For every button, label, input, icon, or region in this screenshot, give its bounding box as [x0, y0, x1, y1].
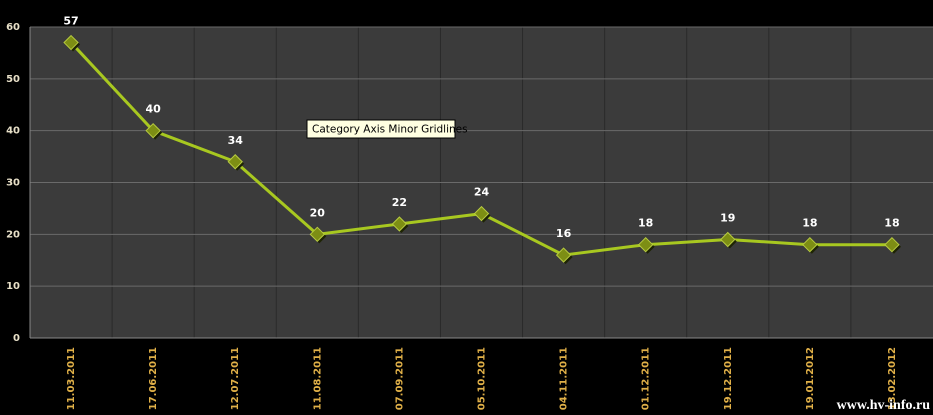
data-label: 22	[392, 196, 407, 209]
data-point	[884, 236, 900, 253]
data-point	[227, 154, 243, 170]
x-tick-label: 17.06.2011	[148, 347, 159, 410]
data-point	[555, 247, 572, 263]
y-tick-label: 30	[6, 178, 20, 189]
data-point	[391, 216, 408, 232]
x-tick-label: 19.12.2011	[723, 347, 734, 410]
data-label: 57	[63, 15, 78, 28]
y-tick-label: 0	[13, 333, 20, 344]
tooltip-box	[306, 119, 456, 139]
x-tick-label: 05.10.2011	[477, 347, 488, 410]
data-label: 20	[310, 206, 326, 219]
data-point	[637, 236, 654, 253]
x-tick-label: 01.12.2011	[641, 347, 652, 410]
data-label: 18	[884, 217, 899, 230]
y-tick-label: 20	[6, 229, 20, 240]
data-label: 16	[556, 227, 572, 240]
data-point	[720, 231, 736, 248]
data-label: 24	[474, 186, 490, 199]
x-tick-label: 11.08.2011	[312, 347, 323, 410]
data-point	[309, 226, 326, 243]
data-label: 34	[228, 134, 244, 147]
y-tick-label: 60	[6, 22, 20, 33]
data-label: 18	[638, 217, 653, 230]
y-tick-label: 10	[6, 281, 20, 292]
x-tick-label: 12.07.2011	[230, 347, 241, 410]
x-tick-label: 13.02.2012	[887, 347, 898, 410]
data-point	[802, 236, 818, 253]
y-tick-label: 50	[6, 74, 20, 85]
data-label: 19	[720, 212, 735, 225]
x-tick-label: 04.11.2011	[559, 347, 570, 410]
watermark: www.hv-info.ru	[837, 398, 931, 413]
x-tick-label: 11.03.2011	[66, 347, 77, 410]
tooltip: Category Axis Minor Gridlines	[306, 119, 468, 139]
tooltip-text: Category Axis Minor Gridlines	[312, 124, 468, 136]
data-label: 18	[802, 217, 817, 230]
x-tick-label: 07.09.2011	[394, 347, 405, 410]
data-point	[145, 122, 161, 139]
data-label: 40	[145, 103, 161, 116]
y-tick-label: 40	[6, 126, 20, 137]
x-tick-label: 19.01.2012	[805, 347, 816, 410]
data-point	[473, 205, 490, 222]
data-point	[63, 34, 79, 51]
